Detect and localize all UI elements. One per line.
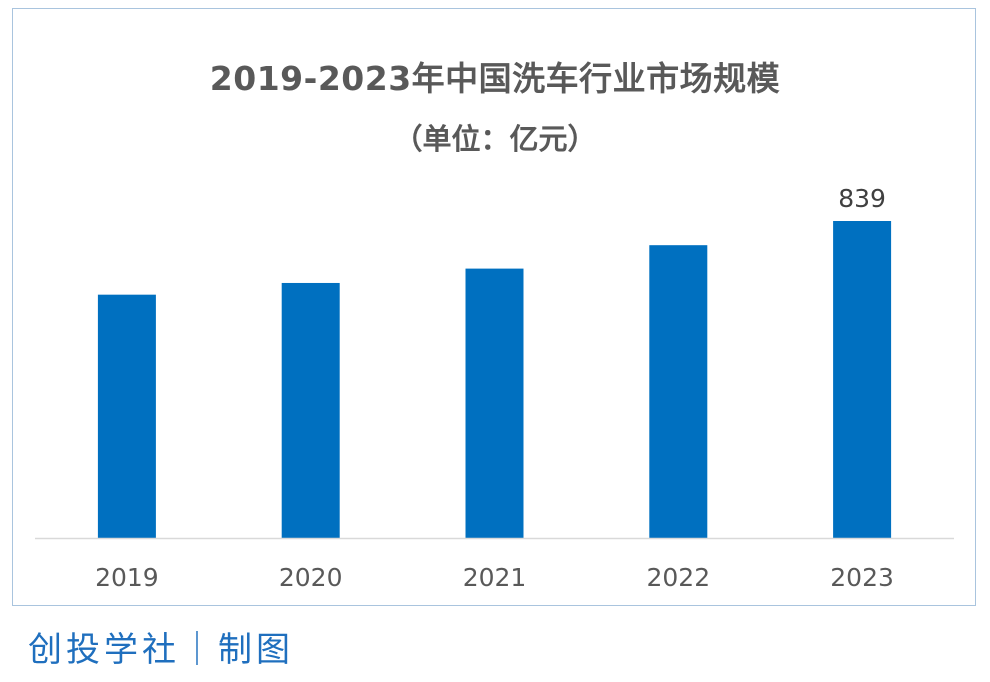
bar-2023 [833,221,892,538]
chart-title: 2019-2023年中国洗车行业市场规模 [209,59,781,98]
bar-2021 [465,268,524,538]
bar-2022 [649,245,708,539]
x-tick-label-2019: 2019 [95,563,159,592]
data-labels: 839 [838,184,886,213]
source-credit: 创投学社｜制图 [28,630,294,670]
x-tick-label-2023: 2023 [830,563,894,592]
bar-2020 [281,282,340,538]
bars-group [97,221,892,539]
x-tick-labels: 2019 2020 2021 2022 2023 [95,563,894,592]
bar-2019 [97,294,156,538]
chart-subtitle: （单位：亿元） [393,122,597,156]
x-tick-label-2020: 2020 [279,563,343,592]
data-label-2023: 839 [838,184,886,213]
x-tick-label-2021: 2021 [463,563,527,592]
x-tick-label-2022: 2022 [646,563,710,592]
